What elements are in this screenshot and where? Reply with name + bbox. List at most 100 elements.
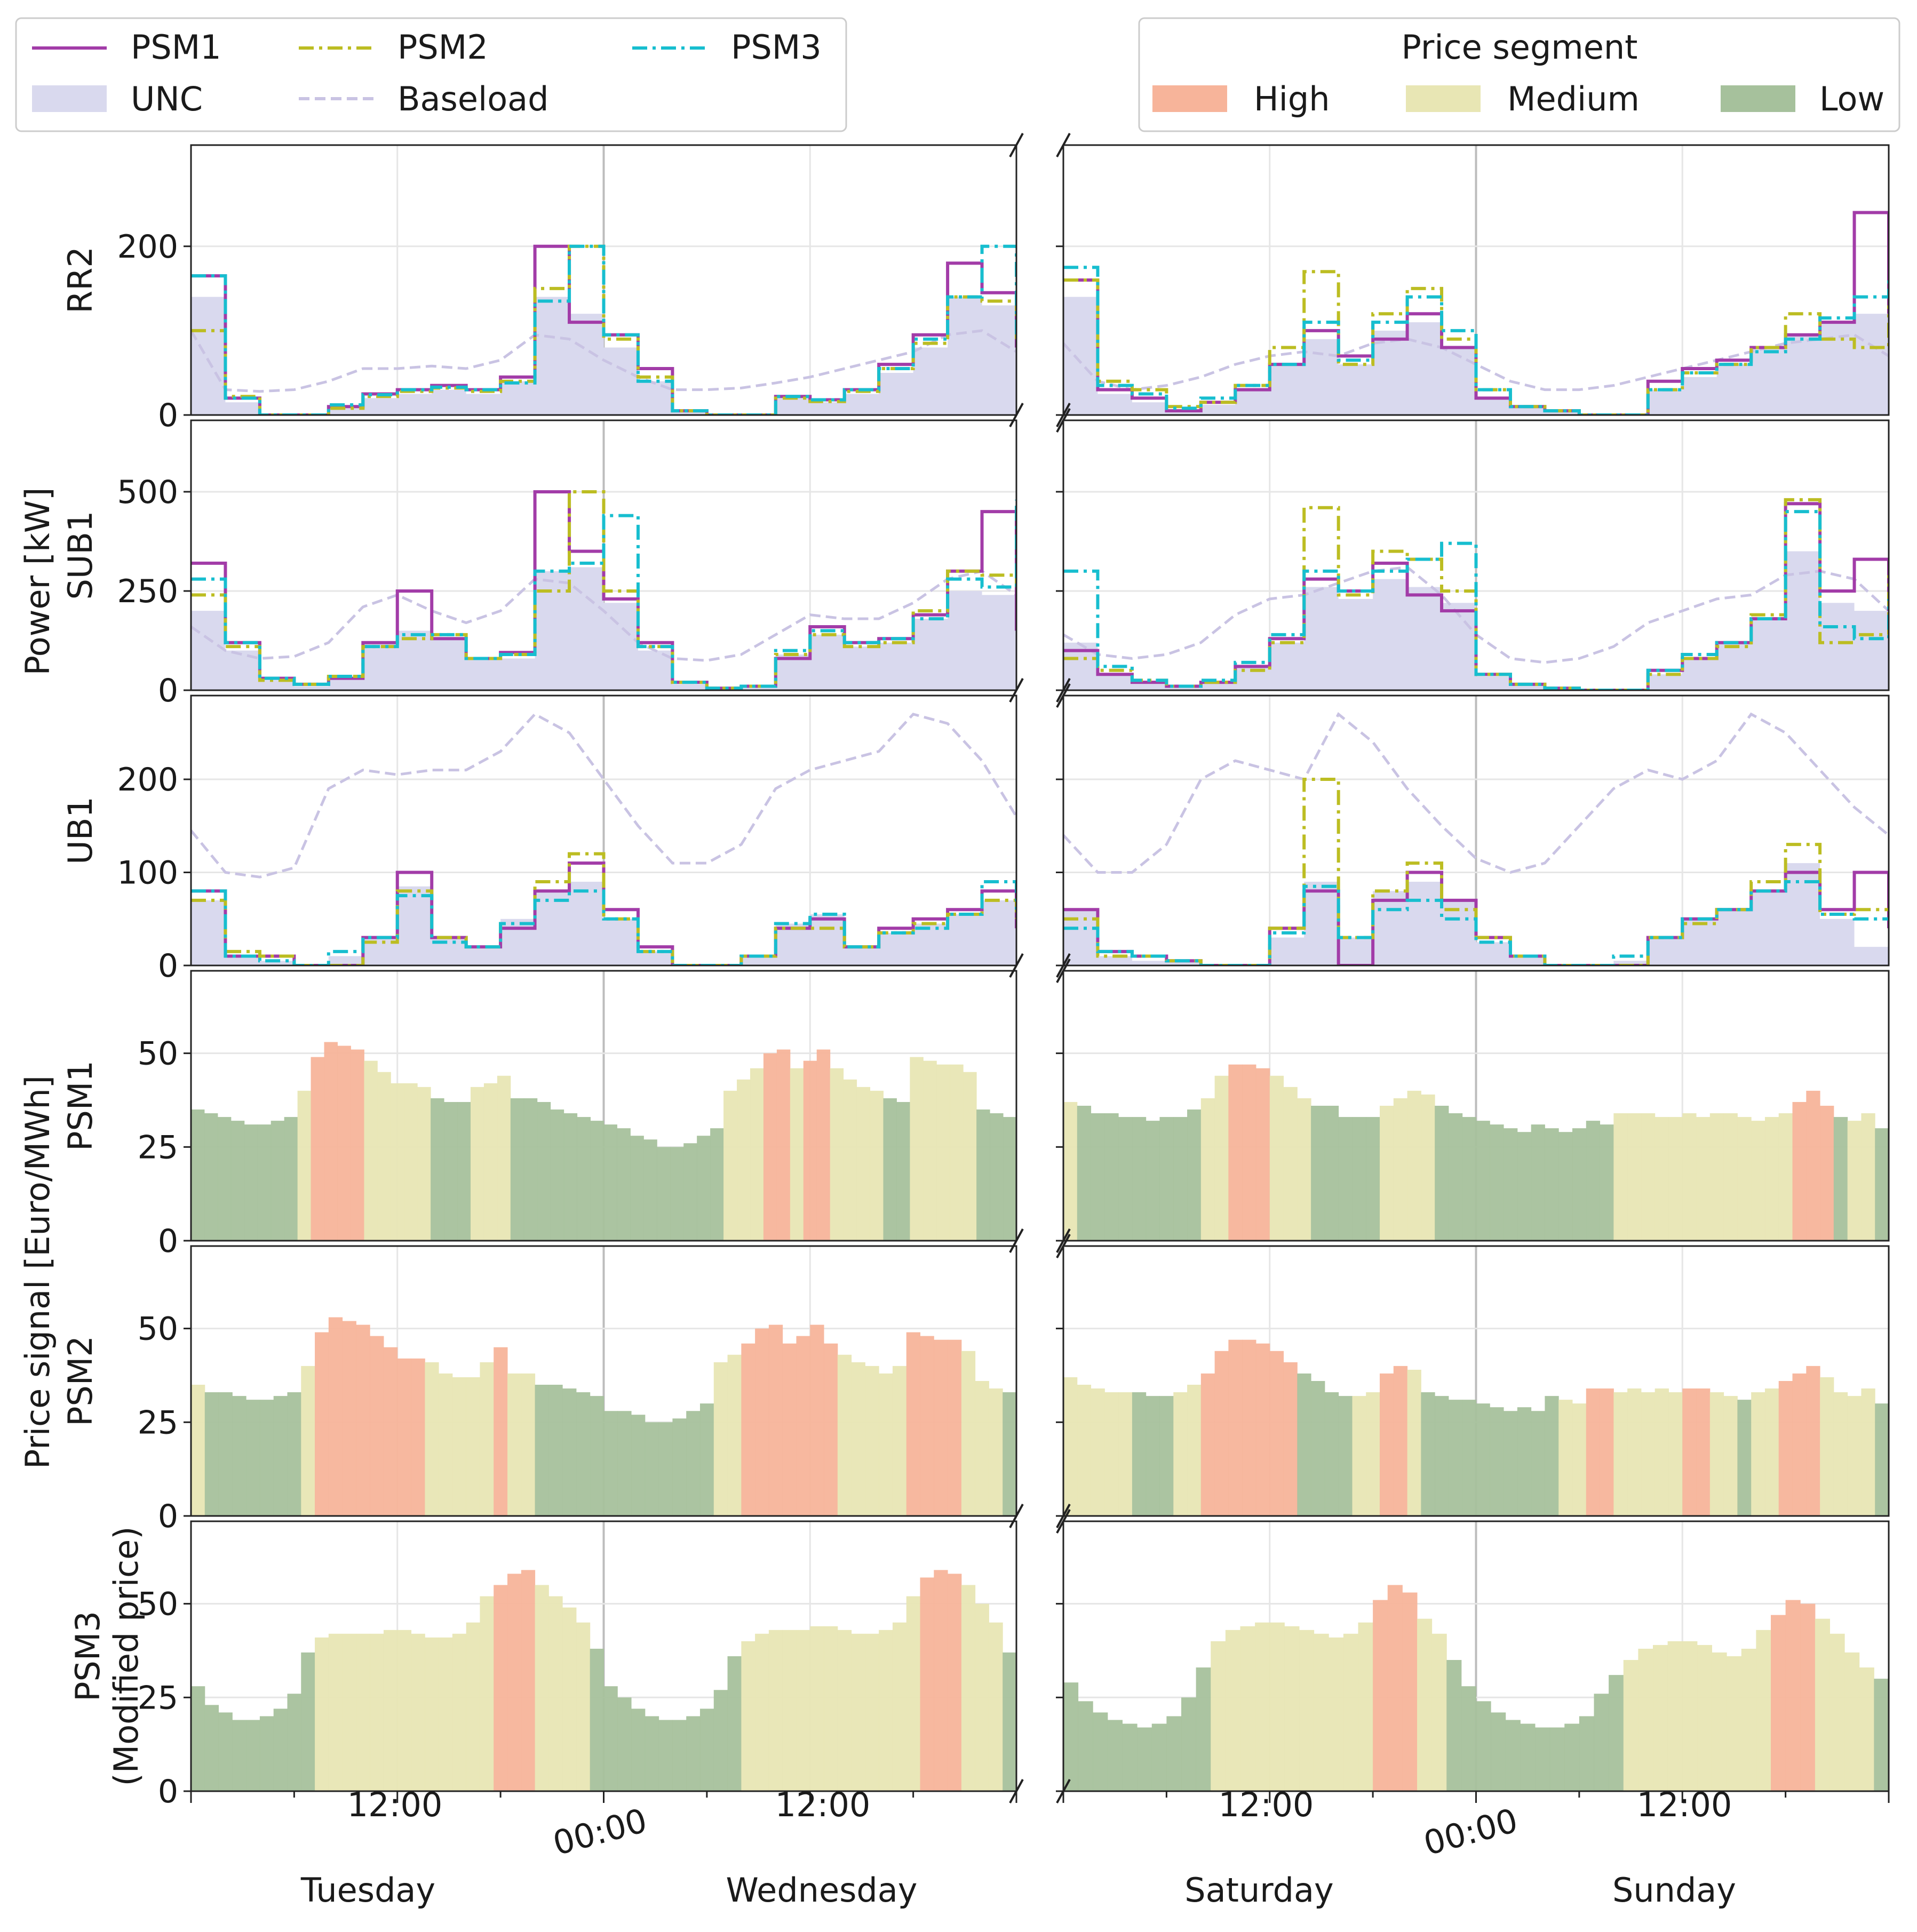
bar-5-1-10 (1211, 1641, 1226, 1791)
bar-3-0-4 (244, 1124, 258, 1241)
bar-4-0-44 (796, 1336, 810, 1516)
bar-5-1-3 (1107, 1720, 1123, 1791)
bar-4-0-37 (699, 1403, 714, 1516)
panel-0-0: 0 200 (117, 133, 1024, 434)
bar-4-0-58 (989, 1388, 1003, 1516)
axis-break (1056, 1509, 1071, 1534)
axis-break (1009, 403, 1024, 427)
legend-label-baseload: Baseload (397, 79, 548, 118)
bar-3-1-11 (1214, 1075, 1229, 1241)
series-psm2-0-1 (1063, 270, 1889, 415)
bar-4-0-57 (975, 1381, 989, 1516)
bar-5-0-16 (411, 1633, 425, 1791)
bar-5-1-32 (1535, 1727, 1550, 1791)
bar-4-0-34 (658, 1422, 673, 1516)
bar-4-1-5 (1132, 1392, 1147, 1516)
bar-5-0-10 (328, 1633, 343, 1791)
bar-5-1-23 (1402, 1592, 1418, 1791)
ytick-label: 50 (138, 1311, 178, 1348)
bar-3-0-32 (617, 1128, 631, 1241)
bar-5-1-46 (1741, 1648, 1756, 1791)
xtick-left-1200-b: 12:00 (775, 1785, 871, 1824)
bar-5-1-39 (1638, 1648, 1653, 1791)
bar-5-0-19 (452, 1633, 467, 1791)
bar-5-1-4 (1122, 1723, 1138, 1791)
axis-break (1056, 678, 1071, 702)
bar-3-1-49 (1737, 1117, 1752, 1241)
bar-5-0-47 (837, 1630, 852, 1791)
ytick-label: 200 (117, 228, 178, 266)
series-psm2-2-1 (1063, 778, 1889, 965)
bar-4-1-59 (1875, 1403, 1889, 1516)
bar-3-0-10 (324, 1042, 338, 1241)
bar-4-1-7 (1159, 1396, 1174, 1516)
bar-4-1-30 (1476, 1403, 1490, 1516)
bar-3-0-16 (404, 1083, 418, 1241)
bar-5-1-12 (1240, 1626, 1255, 1791)
bar-4-1-19 (1324, 1392, 1339, 1516)
bar-4-0-1 (204, 1392, 219, 1516)
bar-3-1-15 (1269, 1075, 1284, 1241)
bar-4-1-9 (1187, 1385, 1202, 1516)
bar-4-0-56 (961, 1351, 976, 1516)
bar-3-0-1 (204, 1113, 218, 1241)
bar-3-0-38 (697, 1136, 711, 1241)
bar-3-1-50 (1751, 1121, 1765, 1241)
legend-label-psm2: PSM2 (397, 28, 488, 67)
bar-5-1-8 (1181, 1697, 1197, 1791)
bar-3-1-57 (1847, 1121, 1862, 1241)
bar-4-0-40 (741, 1343, 755, 1516)
bar-4-0-6 (273, 1396, 288, 1516)
bar-3-0-59 (976, 1109, 990, 1241)
bar-4-1-11 (1214, 1351, 1229, 1516)
row-label-1: SUB1 (61, 511, 100, 600)
bar-3-1-35 (1545, 1128, 1559, 1241)
bar-5-0-12 (356, 1633, 370, 1791)
bar-3-1-5 (1132, 1117, 1147, 1241)
ytick-label: 0 (158, 672, 178, 709)
bar-4-1-34 (1531, 1411, 1545, 1516)
xtick-left-1200-a: 12:00 (347, 1785, 443, 1824)
bar-5-0-31 (617, 1697, 632, 1791)
series-psm3-1-0 (191, 499, 1016, 690)
row-label-0: RR2 (61, 246, 100, 314)
bar-5-1-50 (1800, 1603, 1816, 1791)
bar-3-1-10 (1200, 1098, 1215, 1241)
bar-3-1-13 (1242, 1064, 1256, 1241)
bar-5-0-2 (218, 1712, 233, 1791)
bar-5-1-5 (1137, 1727, 1152, 1791)
bar-3-0-51 (870, 1090, 884, 1241)
bar-4-0-7 (287, 1392, 301, 1516)
bar-4-0-45 (810, 1324, 824, 1516)
bar-3-1-19 (1324, 1106, 1339, 1241)
bar-3-1-59 (1875, 1128, 1889, 1241)
bar-5-0-27 (562, 1607, 577, 1791)
bar-4-1-28 (1448, 1400, 1463, 1516)
bar-3-0-19 (444, 1101, 458, 1241)
ytick-label: 500 (117, 474, 178, 511)
bar-4-0-36 (686, 1411, 701, 1516)
bar-3-0-22 (483, 1083, 498, 1241)
bar-5-0-28 (576, 1622, 591, 1791)
ytick-label: 25 (138, 1129, 178, 1166)
axes-frame (1062, 1245, 1890, 1517)
ytick-label: 100 (117, 855, 178, 892)
bar-4-0-17 (425, 1362, 439, 1516)
bar-4-0-16 (411, 1358, 425, 1516)
bar-5-0-56 (961, 1585, 976, 1791)
bar-3-1-55 (1820, 1106, 1834, 1241)
bar-4-1-31 (1490, 1407, 1504, 1516)
bar-5-0-57 (975, 1603, 989, 1791)
bar-4-1-37 (1572, 1403, 1587, 1516)
axes-frame (1062, 419, 1890, 691)
ytick-label: 0 (158, 397, 178, 434)
bar-5-0-46 (824, 1626, 838, 1791)
bar-4-1-48 (1723, 1396, 1738, 1516)
bar-4-0-2 (218, 1392, 233, 1516)
bar-5-1-22 (1387, 1585, 1403, 1791)
bar-3-0-24 (510, 1098, 524, 1241)
bar-5-0-54 (934, 1570, 948, 1791)
bar-4-0-10 (328, 1317, 343, 1516)
bar-3-1-0 (1063, 1101, 1078, 1241)
bar-4-0-20 (466, 1377, 480, 1516)
